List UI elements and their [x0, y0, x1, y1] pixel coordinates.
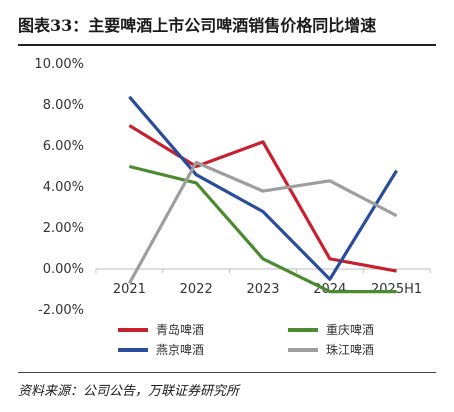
legend-label: 燕京啤酒 — [156, 342, 204, 357]
x-tick-label: 2024 — [313, 282, 346, 297]
x-tick-label: 2021 — [113, 282, 146, 297]
series-line-2 — [128, 95, 398, 281]
series-line-1 — [129, 164, 397, 294]
title-bar: 图表33：主要啤酒上市公司啤酒销售价格同比增速 — [18, 0, 436, 46]
line-chart: 10.00% 8.00% 6.00% 4.00% 2.00% 0.00% -2.00% 20… — [34, 57, 431, 357]
source-divider — [18, 372, 436, 373]
chart-title: 图表33：主要啤酒上市公司啤酒销售价格同比增速 — [18, 16, 377, 35]
y-tick-label: 6.00% — [43, 139, 84, 154]
source-note: 资料来源：公司公告，万联证券研究所 — [18, 384, 240, 399]
y-tick-label: 10.00% — [34, 57, 84, 72]
x-tick-label: 2022 — [180, 282, 213, 297]
x-tick-label: 2025H1 — [371, 282, 422, 297]
series-line-0 — [128, 124, 397, 273]
y-axis-ticks: 10.00% 8.00% 6.00% 4.00% 2.00% 0.00% -2.00% — [34, 57, 84, 318]
legend-label: 珠江啤酒 — [326, 342, 374, 357]
y-tick-label: 8.00% — [43, 98, 84, 113]
y-tick-label: -2.00% — [38, 303, 84, 318]
y-tick-label: 4.00% — [43, 180, 84, 195]
y-tick-label: 2.00% — [43, 221, 84, 236]
series-lines — [127, 95, 398, 294]
legend-label: 重庆啤酒 — [326, 322, 374, 337]
x-axis: 2021 2022 2023 2024 2025H1 — [95, 268, 431, 297]
x-tick-label: 2023 — [246, 282, 279, 297]
y-tick-label: 0.00% — [43, 262, 84, 277]
legend-label: 青岛啤酒 — [156, 322, 204, 337]
